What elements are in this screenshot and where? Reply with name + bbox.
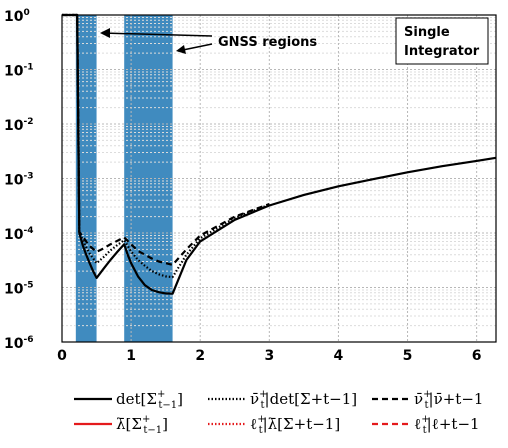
gnss-arrowhead-lower (176, 45, 186, 54)
x-tick-label: 2 (195, 348, 205, 364)
legend-label: ν̄+ t|ν̄+t−1 (414, 389, 483, 411)
x-tick-label: 0 (57, 348, 67, 364)
model-label-line2: Integrator (404, 44, 480, 59)
y-tick-label: 10-6 (4, 335, 33, 352)
gnss-arrow-upper (101, 32, 213, 37)
y-tick-label: 10-3 (4, 172, 33, 189)
x-tick-label: 3 (264, 348, 274, 364)
y-tick-labels: 10-6 10-5 10-4 10-3 10-2 10-1 100 (4, 8, 33, 352)
series-line-3 (62, 13, 270, 266)
model-box-frame (395, 17, 489, 65)
series-lines (62, 13, 497, 295)
x-tick-label: 1 (126, 348, 136, 364)
x-tick-label: 5 (403, 348, 413, 364)
legend-label: λ̄[Σ+ t−1] (116, 414, 168, 436)
legend-label: ℓ+ t|ℓ+t−1 (414, 414, 480, 436)
legend: det[Σ+ t−1] ν̄+ t|det[Σ+t−1] ν̄+ t|ν̄+t−1 λ̄[Σ… (74, 389, 483, 436)
gnss-arrowhead-upper (100, 28, 110, 38)
series-line-2 (62, 13, 270, 279)
series-line-1 (62, 13, 497, 295)
y-tick-label: 100 (4, 8, 30, 25)
y-tick-label: 10-1 (4, 63, 33, 80)
gnss-shaded-regions (75, 15, 173, 342)
x-tick-label: 4 (334, 348, 344, 364)
y-tick-label: 10-4 (4, 226, 33, 243)
y-tick-label: 10-5 (4, 281, 33, 298)
y-tick-label: 10-2 (4, 117, 33, 134)
x-tick-labels: 0 1 2 3 4 5 6 (57, 348, 481, 364)
model-label-box: Single Integrator (395, 17, 489, 65)
legend-label: det[Σ+ t−1] (116, 389, 183, 411)
plot-frame (61, 14, 497, 343)
gnss-annotation: GNSS regions (100, 28, 317, 54)
x-tick-label: 6 (472, 348, 482, 364)
model-label-line1: Single (404, 25, 450, 40)
gnss-label: GNSS regions (218, 35, 317, 50)
legend-label: ν̄+ t|det[Σ+t−1] (250, 389, 357, 411)
legend-label: ℓ+ t|λ̄[Σ+t−1] (250, 414, 340, 436)
